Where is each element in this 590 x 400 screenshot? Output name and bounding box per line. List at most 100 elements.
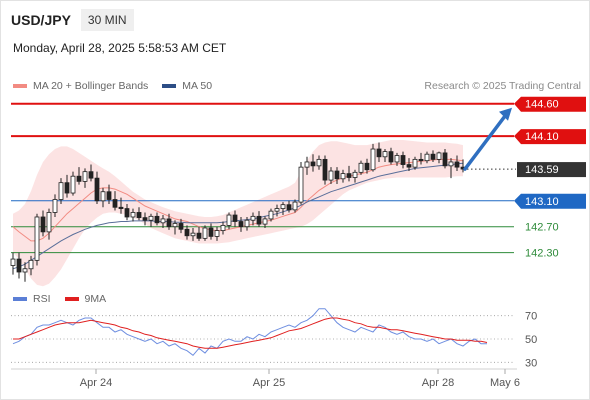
candle <box>268 208 274 222</box>
candle <box>76 167 82 185</box>
legend-ma20-swatch <box>13 84 27 88</box>
candle <box>94 171 100 205</box>
candle-body <box>226 214 232 226</box>
level-label-pivot-3: 143.10 <box>525 196 559 208</box>
candle <box>418 152 424 165</box>
candle-body <box>178 223 184 230</box>
candle-body <box>22 268 28 273</box>
candle <box>178 218 184 234</box>
legend-ma50-swatch <box>162 84 177 88</box>
candle-body <box>412 158 418 168</box>
candle-body <box>286 204 292 211</box>
candle <box>244 216 250 231</box>
forecast-arrow-shaft <box>463 112 508 171</box>
candle-body <box>154 215 160 224</box>
x-axis: Apr 24 Apr 25 Apr 28 May 6 <box>11 368 520 389</box>
candle <box>256 211 262 227</box>
candle-body <box>118 206 124 209</box>
candle-body <box>376 148 382 158</box>
candle <box>286 200 292 213</box>
candle-body <box>148 215 154 221</box>
candle <box>52 194 58 217</box>
candle <box>292 199 298 213</box>
candle-body <box>190 232 196 237</box>
x-tick-label: Apr 25 <box>253 377 285 389</box>
candle-body <box>160 218 166 224</box>
rsi-line <box>12 308 487 356</box>
legend-ma50-label: MA 50 <box>182 80 213 92</box>
candle-body <box>454 161 460 168</box>
legend-rsi-swatch <box>13 297 27 301</box>
candle-body <box>310 161 316 167</box>
x-tick-label: Apr 28 <box>422 377 454 389</box>
candle <box>400 151 406 169</box>
candle-body <box>202 227 208 239</box>
candle-body <box>400 155 406 165</box>
level-tag-pivot-3 <box>514 193 586 209</box>
candle-body <box>208 227 214 237</box>
candle-body <box>292 201 298 211</box>
candle <box>208 223 214 240</box>
candle <box>316 155 322 170</box>
candle-body <box>64 182 70 194</box>
candle-body <box>322 158 328 181</box>
candle-body <box>316 158 322 167</box>
candle <box>34 213 40 266</box>
candle <box>136 207 142 221</box>
candle <box>184 225 190 240</box>
last-price-label: 143.59 <box>525 164 559 176</box>
candle <box>382 149 388 162</box>
candle-body <box>352 171 358 178</box>
candle-body <box>136 212 142 219</box>
candle-body <box>250 215 256 221</box>
candle <box>358 160 364 175</box>
candle-body <box>262 218 268 225</box>
candle-body <box>394 155 400 163</box>
candle <box>220 221 226 235</box>
candle-body <box>358 162 364 173</box>
candle <box>352 169 358 183</box>
candle-body <box>40 216 46 233</box>
candle <box>364 158 370 174</box>
ma20-line <box>12 158 464 242</box>
candle-body <box>424 153 430 162</box>
candles <box>10 142 466 282</box>
candle-body <box>268 210 274 220</box>
candle-body <box>46 212 52 233</box>
interval-badge[interactable]: 30 MIN <box>80 9 134 31</box>
candle-body <box>406 164 412 168</box>
candle <box>274 204 280 217</box>
candle-body <box>340 173 346 180</box>
candle-body <box>124 208 130 218</box>
candle-body <box>196 232 202 239</box>
legend-rsi-label: RSI <box>33 293 51 305</box>
candle <box>328 167 334 184</box>
candle <box>64 174 70 198</box>
candle-body <box>34 216 40 261</box>
level-tag-resistance-0 <box>514 96 586 112</box>
candle <box>142 212 148 226</box>
candle <box>310 154 316 172</box>
price-legend: MA 20 + Bollinger Bands MA 50 <box>13 80 226 92</box>
candle-body <box>220 224 226 231</box>
research-credit: Research © 2025 Trading Central <box>424 80 581 92</box>
price-levels: 144.60 144.10 143.59 143.10 142.70 142.30 <box>11 96 586 260</box>
rsi-tick-label: 50 <box>525 334 537 346</box>
candle-body <box>328 170 334 181</box>
candle <box>118 197 124 214</box>
candle <box>106 184 112 205</box>
candle <box>370 143 376 172</box>
candle <box>10 252 16 275</box>
candle <box>172 220 178 235</box>
candle-body <box>166 218 172 228</box>
candle <box>334 167 340 184</box>
candle-body <box>238 221 244 228</box>
candle <box>340 169 346 183</box>
candle-body <box>58 182 64 200</box>
candle <box>28 255 34 276</box>
candle-body <box>436 152 442 160</box>
candle <box>232 210 238 227</box>
candle-body <box>244 219 250 228</box>
candle <box>202 225 208 241</box>
